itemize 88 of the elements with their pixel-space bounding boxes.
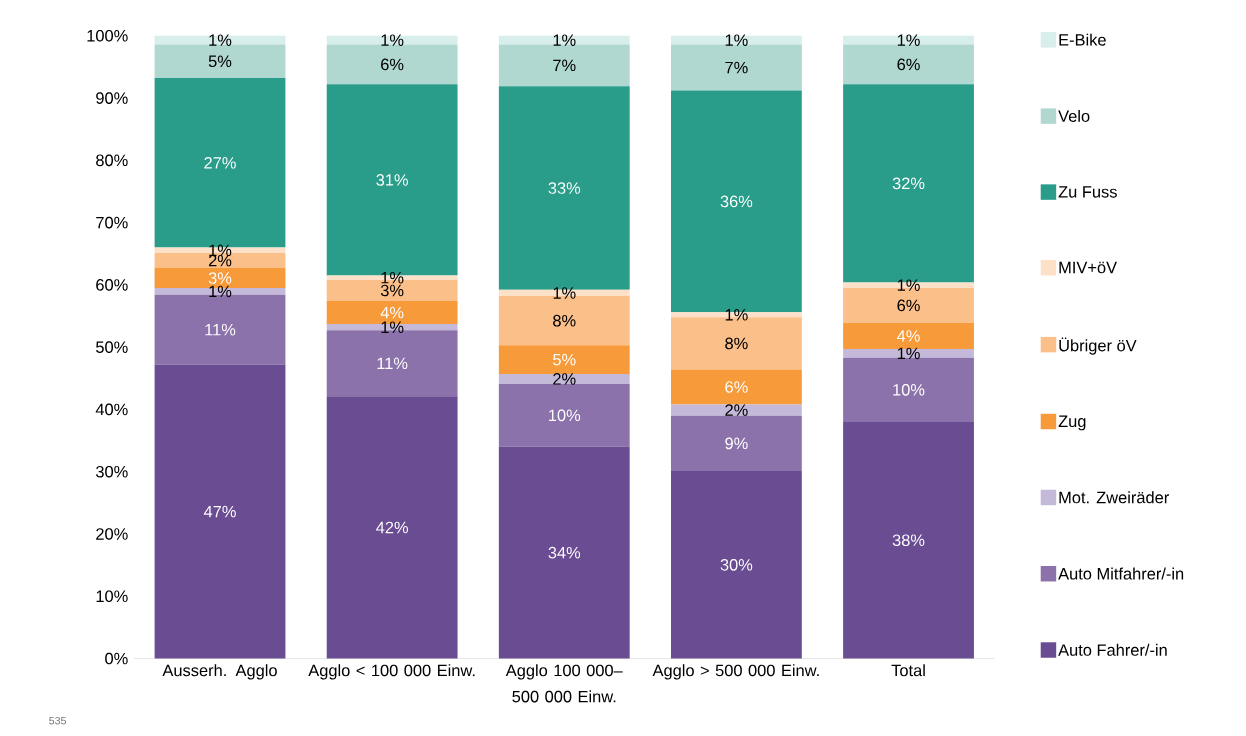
data-label: 38% [892,534,925,547]
bar [498,345,630,374]
y-tick-label: 30% [95,465,128,478]
data-label: 31% [376,174,408,186]
legend-label: E-Bike [1059,33,1106,46]
data-label: 1% [381,321,404,334]
data-label: 6% [381,58,404,71]
data-label: 30% [720,559,753,571]
data-label: 7% [553,59,576,72]
bar [670,404,802,416]
data-label: 6% [725,381,748,393]
data-label: 10% [549,409,581,422]
legend-label: Velo [1058,109,1090,123]
data-label: 1% [897,347,920,360]
data-label: 7% [725,61,748,74]
data-label: 36% [720,195,753,208]
y-tick-label: 90% [96,92,128,104]
legend-label: Zug [1058,415,1086,431]
data-label: 34% [548,546,581,559]
data-label: 5% [553,353,576,366]
data-label: 2% [553,373,576,385]
bar [154,44,286,79]
legend-label: Mot. Zweiräder [1059,491,1169,504]
bar [843,421,974,659]
data-label: 5% [208,55,232,68]
x-tick-label: Ausserh. Agglo [162,664,277,680]
legend-label: Auto Fahrer/-in [1058,643,1167,656]
data-label: 3% [208,272,232,284]
data-label: 1% [725,34,748,46]
y-tick-label: 70% [96,216,128,229]
y-tick-label: 10% [96,590,128,603]
y-tick-label: 60% [96,279,128,291]
bar [498,44,630,87]
bar [498,446,630,659]
data-label: 8% [725,337,748,350]
data-label: 6% [897,299,920,312]
y-tick-label: 0% [105,652,128,665]
data-label: 10% [893,384,925,396]
bar [498,383,630,447]
bar [670,44,802,91]
data-label: 1% [381,34,404,46]
data-label: 1% [553,287,576,299]
y-tick-label: 80% [96,154,128,167]
bar [843,44,974,85]
data-label: 4% [380,306,404,319]
data-label: 1% [897,279,920,291]
data-label: 1% [381,272,404,284]
legend-label: MIV+öV [1059,261,1117,274]
x-tick-label: Agglo 100 000–500 000 Einw. [505,664,623,703]
data-label: 47% [203,505,236,518]
data-label: 1% [209,285,232,298]
data-label: 11% [377,357,408,370]
data-label: 9% [725,437,748,450]
data-label: 2% [725,404,748,416]
bar [670,369,802,405]
x-tick-label: Agglo > 500 000 Einw. [652,664,819,680]
data-label: 42% [376,521,408,534]
bar [498,373,630,384]
x-tick-label: Agglo < 100 000 Einw. [308,664,475,680]
data-label: 8% [553,314,576,327]
data-label: 6% [897,58,920,71]
bar [670,415,802,472]
data-label: 33% [548,182,581,194]
bar [154,364,286,659]
text: 535 [49,716,67,725]
data-label: 1% [725,309,748,321]
data-label: 32% [892,177,925,190]
bar [326,44,458,85]
y-tick-label: 50% [96,341,128,354]
bar [326,396,458,659]
data-label: 1% [897,34,920,46]
data-label: 11% [205,324,236,336]
x-tick-label: Total [891,664,925,677]
y-tick-label: 40% [95,403,128,416]
data-label: 27% [204,157,236,169]
data-label: 3% [380,284,404,297]
data-label: 1% [209,34,232,46]
legend-label: Zu Fuss [1058,186,1117,198]
legend-label: Auto Mitfahrer/-in [1058,567,1184,580]
data-label: 1% [553,34,576,46]
legend-label: Übriger öV [1059,337,1137,355]
y-tick-label: 20% [96,528,128,540]
bar [843,349,974,358]
y-tick-label: 100% [87,30,128,42]
data-label: 1% [209,244,232,257]
bar [498,289,630,297]
data-label: 4% [897,330,920,342]
bar [670,471,802,659]
